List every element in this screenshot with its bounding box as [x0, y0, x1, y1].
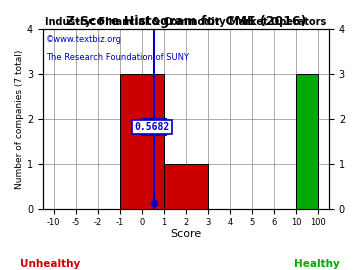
Bar — [164, 164, 208, 209]
X-axis label: Score: Score — [170, 229, 202, 239]
Title: Z-Score Histogram for CME (2016): Z-Score Histogram for CME (2016) — [66, 15, 306, 28]
Text: Unhealthy: Unhealthy — [20, 259, 81, 269]
Text: Healthy: Healthy — [294, 259, 340, 269]
Text: Industry: Financial & Commodity Market Operators: Industry: Financial & Commodity Market O… — [45, 17, 327, 27]
Text: 0.5682: 0.5682 — [135, 122, 170, 132]
Text: ©www.textbiz.org: ©www.textbiz.org — [46, 35, 122, 43]
Y-axis label: Number of companies (7 total): Number of companies (7 total) — [15, 49, 24, 189]
Bar — [296, 74, 318, 209]
Text: The Research Foundation of SUNY: The Research Foundation of SUNY — [46, 52, 189, 62]
Bar — [120, 74, 164, 209]
